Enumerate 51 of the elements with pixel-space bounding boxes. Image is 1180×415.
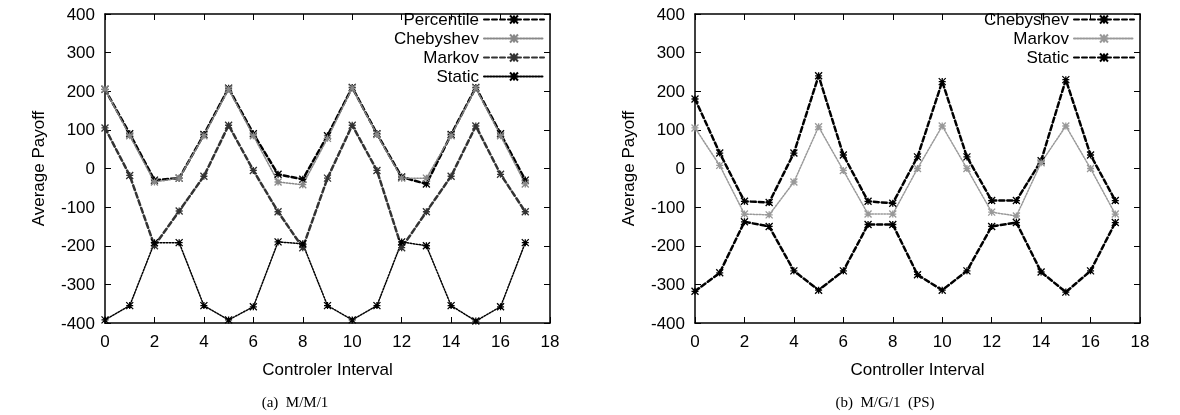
y-tick-label: 300	[66, 43, 95, 63]
x-tick-label: 12	[392, 332, 412, 351]
x-tick-label: 10	[342, 332, 362, 351]
legend-label: Static	[1026, 48, 1070, 67]
y-tick-label: -100	[60, 197, 95, 217]
y-tick-label: 100	[66, 120, 95, 140]
legend-label: Percentile	[403, 10, 479, 29]
text: (b) M/G/1 (PS)	[835, 393, 935, 411]
x-axis-title: Controler Interval	[262, 360, 393, 379]
x-tick-label: 18	[540, 332, 560, 351]
x-tick-label: 2	[149, 332, 160, 351]
y-tick-label: 400	[66, 4, 95, 24]
legend-label: Chebyshev	[393, 29, 480, 48]
x-tick-label: 16	[1081, 332, 1101, 351]
y-tick-label: 300	[656, 43, 685, 63]
x-tick-label: 4	[789, 332, 799, 351]
y-tick-label: 0	[675, 159, 685, 178]
y-tick-label: 400	[656, 4, 685, 24]
y-tick-label: -300	[60, 274, 95, 294]
y-axis-title: Average Payoff	[619, 110, 638, 227]
x-tick-label: 10	[932, 332, 952, 351]
x-tick-label: 14	[1031, 332, 1051, 351]
legend-label: Static	[436, 67, 480, 86]
legend-label: Chebyshev	[983, 10, 1070, 29]
y-tick-label: -200	[60, 236, 95, 256]
x-tick-label: 18	[1130, 332, 1150, 351]
y-tick-label: -200	[650, 236, 685, 256]
x-tick-label: 0	[100, 332, 110, 351]
text: (a) M/M/1	[261, 393, 329, 411]
x-tick-label: 14	[441, 332, 461, 351]
y-tick-label: 200	[656, 81, 685, 101]
legend-label: Markov	[423, 48, 480, 67]
x-tick-label: 4	[199, 332, 209, 351]
y-tick-label: -300	[650, 274, 685, 294]
x-tick-label: 8	[888, 332, 898, 351]
x-tick-label: 2	[739, 332, 750, 351]
legend-label: Markov	[1013, 29, 1070, 48]
y-tick-label: 200	[66, 81, 95, 101]
y-tick-label: 100	[656, 120, 685, 140]
y-tick-label: -100	[650, 197, 685, 217]
x-tick-label: 6	[838, 332, 849, 351]
x-tick-label: 8	[298, 332, 308, 351]
y-tick-label: -400	[650, 313, 685, 333]
y-tick-label: 0	[85, 159, 95, 178]
x-tick-label: 6	[248, 332, 259, 351]
x-tick-label: 12	[982, 332, 1002, 351]
x-tick-label: 16	[491, 332, 511, 351]
x-tick-label: 0	[690, 332, 700, 351]
x-axis-title: Controller Interval	[850, 360, 985, 379]
y-axis-title: Average Payoff	[29, 110, 48, 227]
y-tick-label: -400	[60, 313, 95, 333]
